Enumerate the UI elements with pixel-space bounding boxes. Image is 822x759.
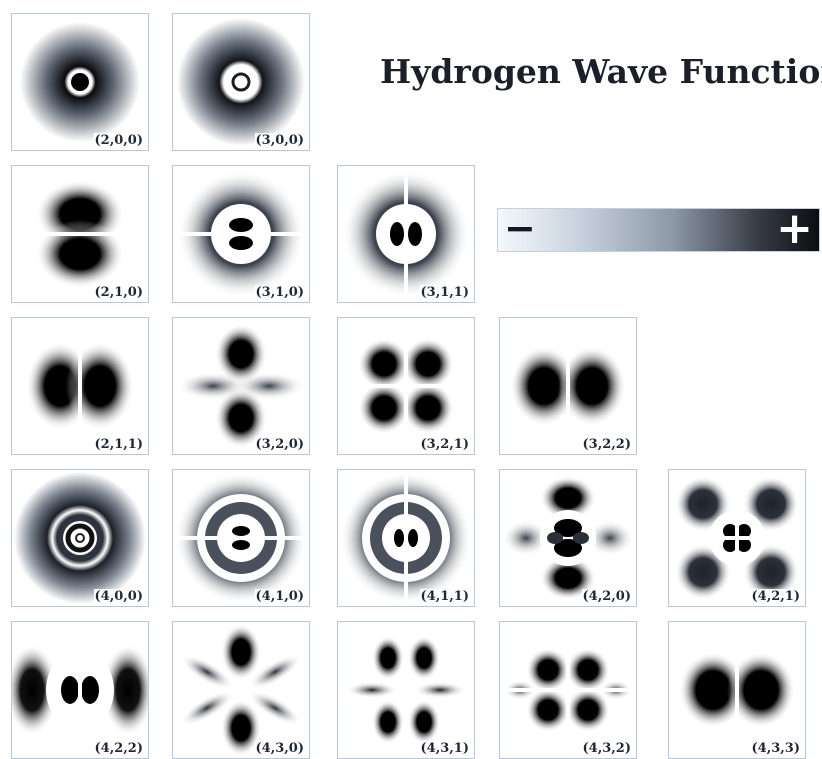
- orbital-tile-3-0-0: (3,0,0): [172, 13, 310, 151]
- orbital-tile-4-1-0: (4,1,0): [172, 469, 310, 607]
- orbital-density-plot: [14, 472, 146, 604]
- orbital-label: (3,2,2): [581, 437, 632, 452]
- orbital-label: (4,2,2): [93, 741, 144, 756]
- orbital-tile-4-3-1: (4,3,1): [337, 621, 475, 759]
- orbital-label: (3,2,0): [254, 437, 305, 452]
- orbital-label: (4,3,1): [419, 741, 470, 756]
- orbital-density-plot: [173, 170, 309, 298]
- orbital-label: (4,1,0): [254, 589, 305, 604]
- orbital-density-plot: [177, 18, 305, 146]
- orbital-label: (4,3,0): [254, 741, 305, 756]
- orbital-label: (2,0,0): [93, 133, 144, 148]
- orbital-tile-4-3-3: (4,3,3): [668, 621, 806, 759]
- colorbar-minus-symbol: −: [504, 206, 536, 250]
- orbital-tile-4-2-2: (4,2,2): [11, 621, 149, 759]
- orbital-density-plot: [12, 180, 148, 288]
- orbital-tile-4-3-2: (4,3,2): [499, 621, 637, 759]
- orbital-density-plot: [502, 476, 634, 600]
- orbital-label: (3,2,1): [419, 437, 470, 452]
- orbital-tile-4-1-1: (4,1,1): [337, 469, 475, 607]
- orbital-tile-4-3-0: (4,3,0): [172, 621, 310, 759]
- orbital-density-plot: [173, 472, 309, 604]
- orbital-density-plot: [26, 318, 134, 454]
- orbital-label: (4,2,1): [750, 589, 801, 604]
- orbital-density-plot: [500, 622, 636, 758]
- orbital-label: (2,1,1): [93, 437, 144, 452]
- orbital-tile-4-2-1: (4,2,1): [668, 469, 806, 607]
- orbital-tile-3-2-1: (3,2,1): [337, 317, 475, 455]
- sign-colorbar: − +: [497, 203, 820, 254]
- orbital-tile-4-2-0: (4,2,0): [499, 469, 637, 607]
- orbital-tile-2-0-0: (2,0,0): [11, 13, 149, 151]
- diagram-title: Hydrogen Wave Function: [380, 52, 822, 91]
- orbital-density-plot: [340, 470, 472, 606]
- orbital-tile-3-1-0: (3,1,0): [172, 165, 310, 303]
- orbital-label: (3,0,0): [254, 133, 305, 148]
- orbital-tile-2-1-0: (2,1,0): [11, 165, 149, 303]
- orbital-label: (4,3,3): [750, 741, 801, 756]
- orbital-density-plot: [12, 622, 148, 758]
- orbital-density-plot: [20, 22, 140, 142]
- orbital-density-plot: [342, 166, 470, 302]
- orbital-label: (4,0,0): [93, 589, 144, 604]
- orbital-label: (3,1,0): [254, 285, 305, 300]
- orbital-density-plot: [510, 318, 626, 454]
- orbital-tile-2-1-1: (2,1,1): [11, 317, 149, 455]
- orbital-label: (4,1,1): [419, 589, 470, 604]
- orbital-label: (3,1,1): [419, 285, 470, 300]
- orbital-density-plot: [679, 622, 795, 758]
- orbital-density-plot: [346, 622, 466, 758]
- orbital-density-plot: [669, 470, 805, 606]
- orbital-tile-3-2-2: (3,2,2): [499, 317, 637, 455]
- orbital-density-plot: [180, 624, 302, 756]
- orbital-label: (4,2,0): [581, 589, 632, 604]
- orbital-label: (2,1,0): [93, 285, 144, 300]
- orbital-density-plot: [177, 324, 305, 448]
- colorbar-plus-symbol: +: [776, 203, 813, 254]
- orbital-label: (4,3,2): [581, 741, 632, 756]
- orbital-tile-3-2-0: (3,2,0): [172, 317, 310, 455]
- orbital-density-plot: [338, 318, 474, 454]
- orbital-tile-3-1-1: (3,1,1): [337, 165, 475, 303]
- orbital-tile-4-0-0: (4,0,0): [11, 469, 149, 607]
